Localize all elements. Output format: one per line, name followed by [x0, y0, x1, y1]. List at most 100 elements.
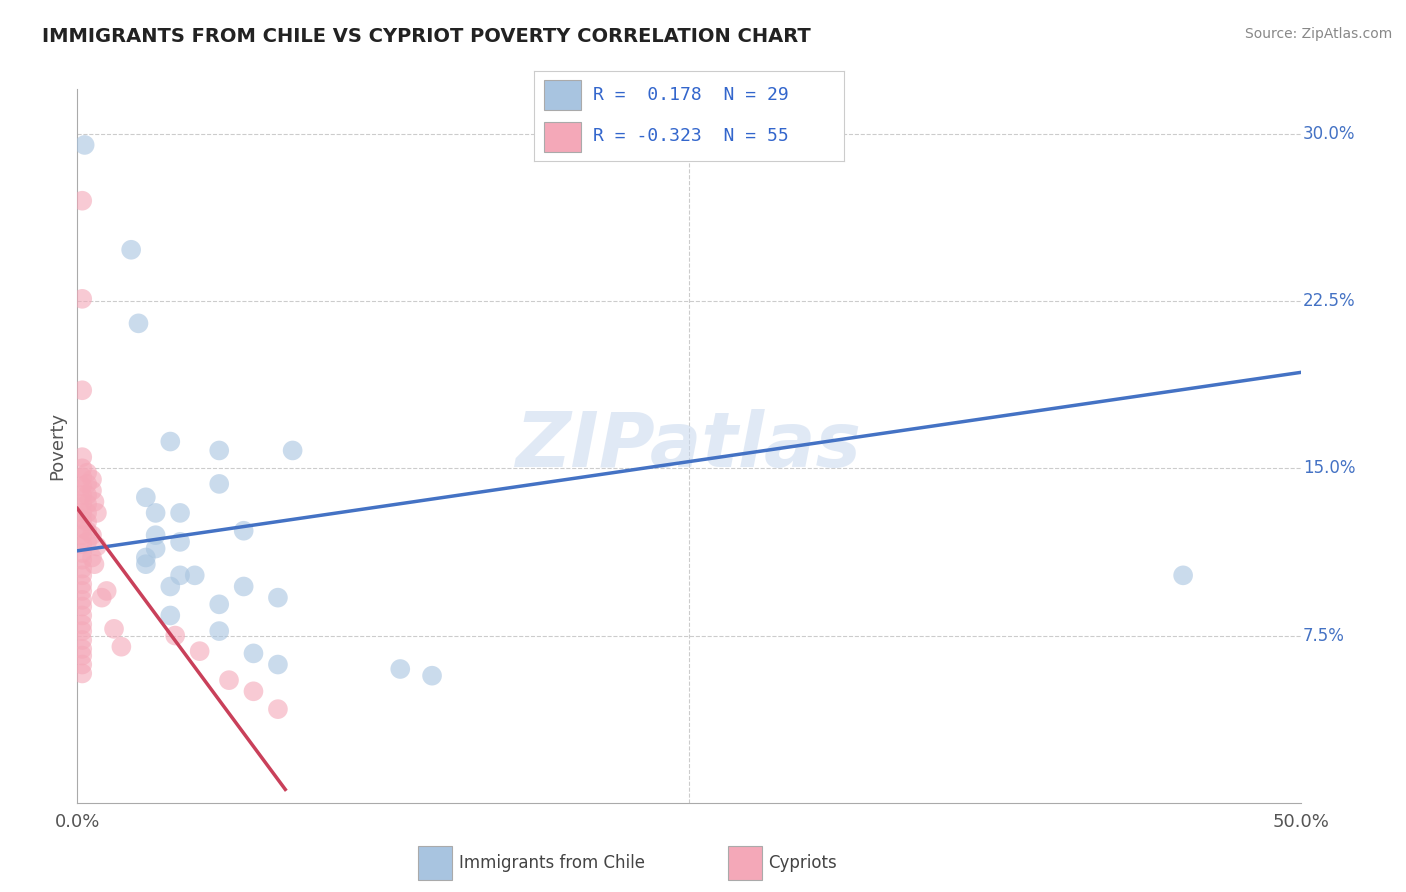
- Point: [232, 524, 254, 538]
- Text: R = -0.323  N = 55: R = -0.323 N = 55: [593, 128, 789, 145]
- Point: [208, 443, 231, 458]
- FancyBboxPatch shape: [544, 80, 581, 110]
- Point: [135, 490, 157, 504]
- Point: [267, 657, 290, 672]
- Point: [70, 592, 93, 607]
- Point: [120, 243, 142, 257]
- Point: [70, 497, 93, 511]
- Point: [169, 506, 191, 520]
- Point: [70, 648, 93, 663]
- Point: [70, 617, 93, 632]
- Point: [70, 599, 93, 614]
- Text: 22.5%: 22.5%: [1303, 292, 1355, 310]
- Point: [232, 580, 254, 594]
- Text: ZIPatlas: ZIPatlas: [516, 409, 862, 483]
- Point: [70, 461, 93, 475]
- Point: [70, 479, 93, 493]
- Point: [188, 644, 211, 658]
- Text: 7.5%: 7.5%: [1303, 626, 1346, 645]
- Point: [145, 541, 167, 556]
- FancyBboxPatch shape: [419, 846, 453, 880]
- Point: [70, 568, 93, 582]
- Point: [70, 194, 93, 208]
- Point: [159, 434, 181, 449]
- Point: [70, 552, 93, 567]
- Point: [86, 506, 108, 520]
- Point: [76, 534, 98, 549]
- Point: [1171, 568, 1194, 582]
- FancyBboxPatch shape: [544, 122, 581, 152]
- Point: [70, 450, 93, 465]
- Point: [70, 488, 93, 502]
- Point: [83, 557, 105, 572]
- Point: [70, 506, 93, 520]
- FancyBboxPatch shape: [728, 846, 762, 880]
- Point: [165, 628, 187, 642]
- Point: [208, 598, 231, 612]
- Point: [70, 521, 93, 535]
- Point: [169, 568, 191, 582]
- Text: R =  0.178  N = 29: R = 0.178 N = 29: [593, 86, 789, 103]
- Point: [70, 562, 93, 576]
- Point: [135, 550, 157, 565]
- Point: [70, 666, 93, 681]
- Point: [70, 546, 93, 560]
- Point: [127, 317, 149, 331]
- Point: [83, 494, 105, 508]
- Point: [70, 537, 93, 551]
- Point: [86, 539, 108, 553]
- Point: [76, 476, 98, 491]
- Point: [420, 669, 443, 683]
- Point: [145, 506, 167, 520]
- Point: [169, 534, 191, 549]
- Text: Immigrants from Chile: Immigrants from Chile: [458, 854, 644, 872]
- Point: [70, 624, 93, 639]
- Point: [70, 470, 93, 484]
- Text: IMMIGRANTS FROM CHILE VS CYPRIOT POVERTY CORRELATION CHART: IMMIGRANTS FROM CHILE VS CYPRIOT POVERTY…: [42, 27, 811, 45]
- Point: [281, 443, 304, 458]
- Point: [70, 528, 93, 542]
- Point: [70, 292, 93, 306]
- Text: Cypriots: Cypriots: [768, 854, 837, 872]
- Point: [70, 577, 93, 591]
- Text: 15.0%: 15.0%: [1303, 459, 1355, 477]
- Point: [70, 608, 93, 623]
- Point: [208, 624, 231, 639]
- Point: [184, 568, 207, 582]
- Point: [103, 622, 125, 636]
- Point: [76, 515, 98, 529]
- Point: [90, 591, 112, 605]
- Point: [208, 476, 231, 491]
- Y-axis label: Poverty: Poverty: [48, 412, 66, 480]
- Point: [73, 138, 96, 153]
- Point: [267, 702, 290, 716]
- Point: [218, 673, 240, 687]
- Point: [145, 528, 167, 542]
- Point: [159, 580, 181, 594]
- Point: [80, 473, 103, 487]
- Point: [76, 524, 98, 538]
- Point: [80, 528, 103, 542]
- Point: [76, 506, 98, 520]
- Point: [267, 591, 290, 605]
- Point: [80, 550, 103, 565]
- Point: [135, 557, 157, 572]
- Point: [70, 384, 93, 398]
- Point: [76, 466, 98, 480]
- Point: [242, 646, 264, 660]
- Point: [70, 512, 93, 526]
- Point: [70, 583, 93, 598]
- Point: [70, 642, 93, 657]
- Point: [70, 657, 93, 672]
- Point: [80, 483, 103, 498]
- Point: [76, 497, 98, 511]
- Point: [96, 583, 118, 598]
- Point: [389, 662, 412, 676]
- Point: [70, 633, 93, 648]
- Text: 30.0%: 30.0%: [1303, 125, 1355, 143]
- Point: [159, 608, 181, 623]
- Point: [76, 488, 98, 502]
- Text: Source: ZipAtlas.com: Source: ZipAtlas.com: [1244, 27, 1392, 41]
- Point: [110, 640, 132, 654]
- Point: [242, 684, 264, 698]
